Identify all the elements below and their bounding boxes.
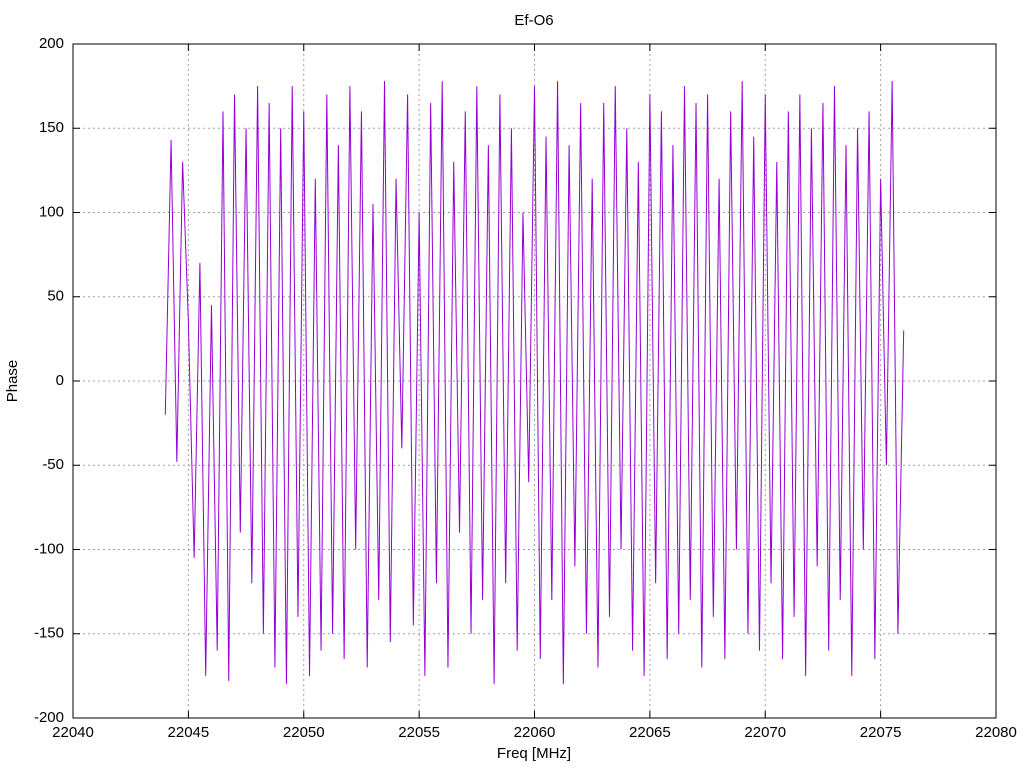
x-tick-label: 22060 xyxy=(514,724,556,741)
plot xyxy=(164,81,905,685)
x-tick-label: 22080 xyxy=(975,724,1017,741)
data-line xyxy=(164,81,905,685)
x-tick-label: 22075 xyxy=(860,724,902,741)
y-tick-label: -100 xyxy=(34,540,64,557)
y-tick-label: -150 xyxy=(34,625,64,642)
y-tick-label: 200 xyxy=(39,35,64,52)
y-tick-label: -50 xyxy=(42,456,64,473)
chart-title: Ef-O6 xyxy=(514,12,553,29)
x-tick-label: 22045 xyxy=(168,724,210,741)
x-tick-label: 22070 xyxy=(744,724,786,741)
y-tick-label: 0 xyxy=(56,372,64,389)
x-tick-label: 22055 xyxy=(398,724,440,741)
x-tick-label: 22040 xyxy=(52,724,94,741)
x-tick-label: 22050 xyxy=(283,724,325,741)
y-tick-label: 150 xyxy=(39,119,64,136)
x-axis-label: Freq [MHz] xyxy=(497,745,571,762)
y-axis-label: Phase xyxy=(4,360,21,403)
y-tick-label: 50 xyxy=(47,288,64,305)
y-tick-label: -200 xyxy=(34,709,64,726)
x-tick-label: 22065 xyxy=(629,724,671,741)
y-tick-label: 100 xyxy=(39,203,64,220)
